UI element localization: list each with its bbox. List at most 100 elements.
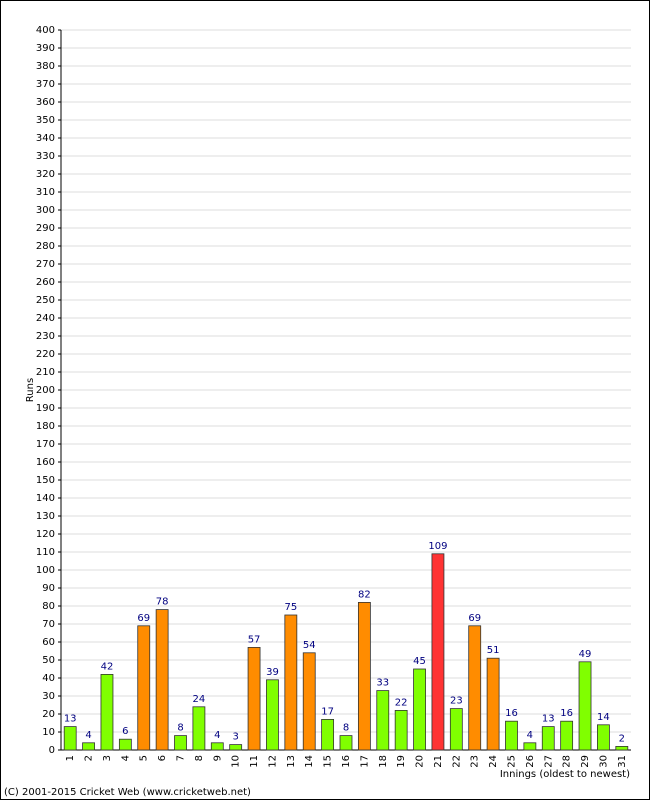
- y-tick-label: 100: [36, 565, 55, 576]
- bar: [468, 625, 482, 751]
- x-tick-label: 18: [378, 755, 389, 768]
- value-label: 16: [505, 708, 518, 719]
- value-label: 109: [428, 541, 447, 552]
- y-tick-label: 60: [42, 637, 55, 648]
- value-label: 45: [413, 656, 426, 667]
- value-label: 24: [193, 694, 206, 705]
- y-tick-label: 200: [36, 385, 55, 396]
- x-tick-label: 21: [433, 755, 444, 768]
- x-tick-label: 20: [415, 755, 426, 768]
- bar: [155, 609, 169, 751]
- y-tick-label: 180: [36, 421, 55, 432]
- value-label: 69: [468, 613, 481, 624]
- x-tick-label: 2: [84, 755, 95, 761]
- value-label: 17: [321, 706, 334, 717]
- value-label: 8: [343, 723, 349, 734]
- y-tick-label: 120: [36, 529, 55, 540]
- value-label: 54: [303, 640, 316, 651]
- y-tick-label: 110: [36, 547, 55, 558]
- x-tick-label: 10: [231, 755, 242, 768]
- x-tick-label: 15: [323, 755, 334, 768]
- bar: [376, 690, 390, 751]
- y-tick-label: 30: [42, 691, 55, 702]
- value-label: 69: [137, 613, 150, 624]
- value-label: 14: [597, 712, 610, 723]
- bar: [192, 706, 206, 751]
- y-tick-label: 40: [42, 673, 55, 684]
- y-tick-label: 280: [36, 241, 55, 252]
- y-tick-label: 10: [42, 727, 55, 738]
- x-tick-label: 6: [157, 755, 168, 761]
- bar: [100, 674, 114, 751]
- value-label: 4: [527, 730, 533, 741]
- x-tick-label: 31: [617, 755, 628, 768]
- bar: [394, 710, 408, 751]
- y-tick-label: 150: [36, 475, 55, 486]
- bar: [431, 553, 445, 751]
- bar: [541, 726, 555, 751]
- x-axis-title: Innings (oldest to newest): [500, 769, 630, 780]
- value-label: 39: [266, 667, 279, 678]
- bar: [137, 625, 151, 751]
- value-label: 4: [214, 730, 220, 741]
- value-label: 3: [232, 732, 238, 743]
- bar: [413, 668, 426, 751]
- y-tick-label: 190: [36, 403, 55, 414]
- x-tick-label: 25: [506, 755, 517, 768]
- value-label: 51: [487, 645, 500, 656]
- bar: [523, 742, 537, 751]
- footer: (C) 2001-2015 Cricket Web (www.cricketwe…: [4, 787, 251, 798]
- y-tick-label: 400: [36, 25, 55, 36]
- y-tick-label: 230: [36, 331, 55, 342]
- y-tick-label: 170: [36, 439, 55, 450]
- y-tick-label: 270: [36, 259, 55, 270]
- bar: [615, 746, 629, 751]
- bar: [357, 602, 371, 751]
- bar: [82, 742, 95, 751]
- value-label: 13: [542, 714, 555, 725]
- y-tick-label: 160: [36, 457, 55, 468]
- x-tick-label: 11: [249, 755, 260, 768]
- y-tick-label: 250: [36, 295, 55, 306]
- value-label: 33: [376, 678, 389, 689]
- x-tick-label: 19: [396, 755, 407, 768]
- x-tick-label: 30: [598, 755, 609, 768]
- x-tick-label: 12: [267, 755, 278, 768]
- x-tick-label: 13: [286, 755, 297, 768]
- x-tick-label: 9: [212, 755, 223, 761]
- x-tick-label: 1: [65, 755, 76, 761]
- x-tick-label: 17: [359, 755, 370, 768]
- y-tick-label: 50: [42, 655, 55, 666]
- y-tick-label: 390: [36, 43, 55, 54]
- x-tick-label: 16: [341, 755, 352, 768]
- bar: [302, 652, 316, 751]
- bar: [229, 744, 243, 751]
- y-tick-label: 70: [42, 619, 55, 630]
- bar: [505, 720, 518, 751]
- value-label: 2: [619, 733, 625, 744]
- value-label: 57: [248, 634, 261, 645]
- y-tick-label: 300: [36, 205, 55, 216]
- bar: [560, 720, 574, 751]
- y-tick-label: 240: [36, 313, 55, 324]
- bar: [266, 679, 279, 751]
- bar: [247, 647, 261, 751]
- value-label: 4: [85, 730, 91, 741]
- y-tick-label: 290: [36, 223, 55, 234]
- bar: [63, 726, 77, 751]
- bar: [597, 724, 610, 751]
- value-label: 22: [395, 697, 408, 708]
- y-tick-label: 380: [36, 61, 55, 72]
- y-tick-label: 320: [36, 169, 55, 180]
- y-tick-label: 0: [49, 745, 55, 756]
- x-tick-label: 3: [102, 755, 113, 761]
- bar: [486, 657, 500, 751]
- x-tick-label: 23: [470, 755, 481, 768]
- y-tick-label: 90: [42, 583, 55, 594]
- y-axis-title: Runs: [25, 378, 36, 402]
- bar: [118, 738, 132, 751]
- value-label: 8: [177, 723, 183, 734]
- x-tick-label: 28: [562, 755, 573, 768]
